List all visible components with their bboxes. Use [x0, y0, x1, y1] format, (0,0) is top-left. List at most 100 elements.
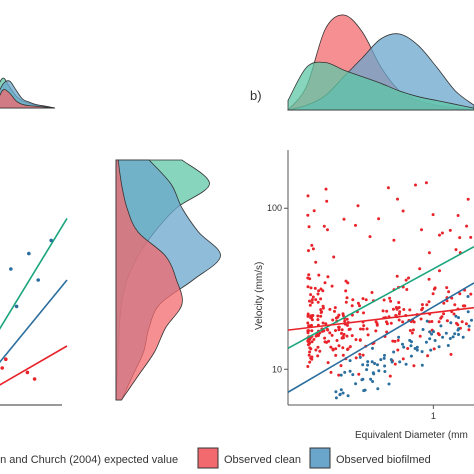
point-clean — [452, 312, 456, 316]
point-clean — [388, 374, 392, 378]
point-biofilmed — [338, 393, 342, 397]
point-clean — [325, 199, 329, 203]
point-biofilmed — [370, 360, 374, 364]
point-clean — [374, 329, 378, 333]
point-clean — [343, 319, 347, 323]
point-biofilmed — [428, 337, 432, 341]
point-clean — [316, 334, 320, 338]
point-biofilmed — [433, 339, 437, 342]
legend-swatch-biofilmed — [309, 447, 331, 469]
point-biofilmed — [390, 360, 394, 364]
point-clean — [388, 296, 392, 300]
point-clean — [334, 329, 337, 332]
fit-line-clean — [0, 345, 68, 386]
point-biofilmed — [343, 370, 347, 374]
point-clean — [375, 322, 379, 326]
point-clean — [347, 328, 351, 331]
point-clean — [328, 331, 332, 335]
point-biofilmed — [439, 324, 443, 328]
point-clean — [330, 333, 334, 337]
point-biofilmed — [457, 333, 460, 336]
y-tick-label: 10 — [272, 364, 282, 374]
point-clean — [453, 303, 457, 307]
x-tick-label: 1 — [431, 411, 436, 421]
point-clean — [426, 354, 430, 358]
point-clean — [322, 329, 326, 333]
point-clean — [408, 329, 412, 332]
point-clean — [344, 279, 348, 283]
point-biofilmed — [397, 335, 401, 339]
point-clean — [431, 292, 435, 296]
point-clean — [385, 309, 389, 313]
point-clean — [326, 275, 330, 279]
point-clean — [310, 243, 314, 247]
legend-label-biofilmed: Observed biofilmed — [336, 454, 431, 466]
point-biofilmed — [383, 370, 387, 373]
point-clean — [356, 204, 360, 208]
point-clean — [307, 329, 311, 333]
point-clean — [396, 348, 400, 352]
point-clean — [314, 260, 318, 264]
point-clean — [410, 331, 414, 335]
point-biofilmed — [430, 332, 434, 336]
point-clean — [427, 251, 431, 255]
point-clean — [316, 318, 320, 322]
point-clean — [421, 306, 425, 310]
point-clean — [385, 322, 389, 326]
panel-b-scatter: 10 100 1 Velocity (mm/s) Equivalent Diamet… — [254, 150, 474, 441]
point-clean — [306, 213, 310, 217]
point-clean — [310, 315, 314, 319]
point-clean — [337, 373, 341, 377]
legend-swatch-clean — [197, 447, 219, 469]
point-clean — [392, 238, 396, 242]
point-biofilmed — [387, 382, 391, 386]
point-clean — [397, 318, 401, 322]
point-biofilmed — [457, 327, 461, 331]
point-clean — [340, 328, 344, 332]
point-clean — [323, 336, 327, 340]
point-clean — [402, 308, 406, 311]
point-clean — [350, 304, 354, 308]
point-clean — [25, 370, 30, 375]
point-clean — [308, 303, 312, 307]
point-clean — [420, 303, 424, 307]
point-clean — [462, 304, 466, 308]
point-clean — [438, 233, 441, 237]
point-clean — [320, 310, 324, 314]
point-clean — [458, 236, 462, 240]
point-biofilmed — [377, 369, 381, 373]
point-biofilmed — [376, 387, 380, 391]
point-clean — [323, 281, 327, 285]
point-biofilmed — [421, 328, 425, 331]
point-clean — [389, 321, 393, 325]
point-biofilmed — [441, 335, 445, 339]
point-clean — [391, 307, 395, 311]
point-clean — [308, 299, 311, 303]
point-biofilmed — [424, 340, 428, 344]
point-biofilmed — [376, 363, 379, 367]
point-clean — [362, 311, 365, 315]
point-clean — [322, 224, 326, 228]
point-clean — [438, 269, 441, 273]
point-clean — [358, 304, 361, 308]
point-clean — [337, 313, 341, 317]
point-clean — [311, 295, 315, 299]
point-clean — [337, 344, 341, 348]
point-clean — [351, 298, 355, 302]
point-biofilmed — [470, 318, 473, 322]
point-clean — [412, 364, 416, 368]
point-biofilmed — [346, 394, 350, 398]
point-clean — [334, 347, 338, 351]
point-clean — [344, 289, 348, 293]
point-clean — [412, 320, 416, 324]
fit-line-expected — [0, 217, 68, 330]
point-clean — [316, 292, 320, 296]
point-clean — [396, 338, 400, 342]
point-clean — [309, 293, 313, 297]
point-clean — [337, 325, 341, 329]
point-clean — [366, 333, 370, 337]
point-clean — [381, 309, 385, 313]
point-biofilmed — [366, 363, 370, 367]
point-clean — [395, 274, 399, 278]
